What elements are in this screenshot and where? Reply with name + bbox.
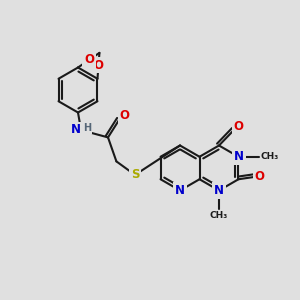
- Text: CH₃: CH₃: [210, 211, 228, 220]
- Text: O: O: [120, 109, 130, 122]
- Text: S: S: [131, 168, 139, 182]
- Text: N: N: [214, 184, 224, 197]
- Text: CH₃: CH₃: [260, 152, 279, 161]
- Text: H: H: [83, 123, 91, 134]
- Text: O: O: [233, 120, 244, 134]
- Text: O: O: [254, 170, 265, 183]
- Text: N: N: [71, 123, 81, 136]
- Text: N: N: [175, 184, 185, 197]
- Text: O: O: [84, 53, 94, 66]
- Text: O: O: [94, 59, 103, 72]
- Text: N: N: [234, 150, 244, 163]
